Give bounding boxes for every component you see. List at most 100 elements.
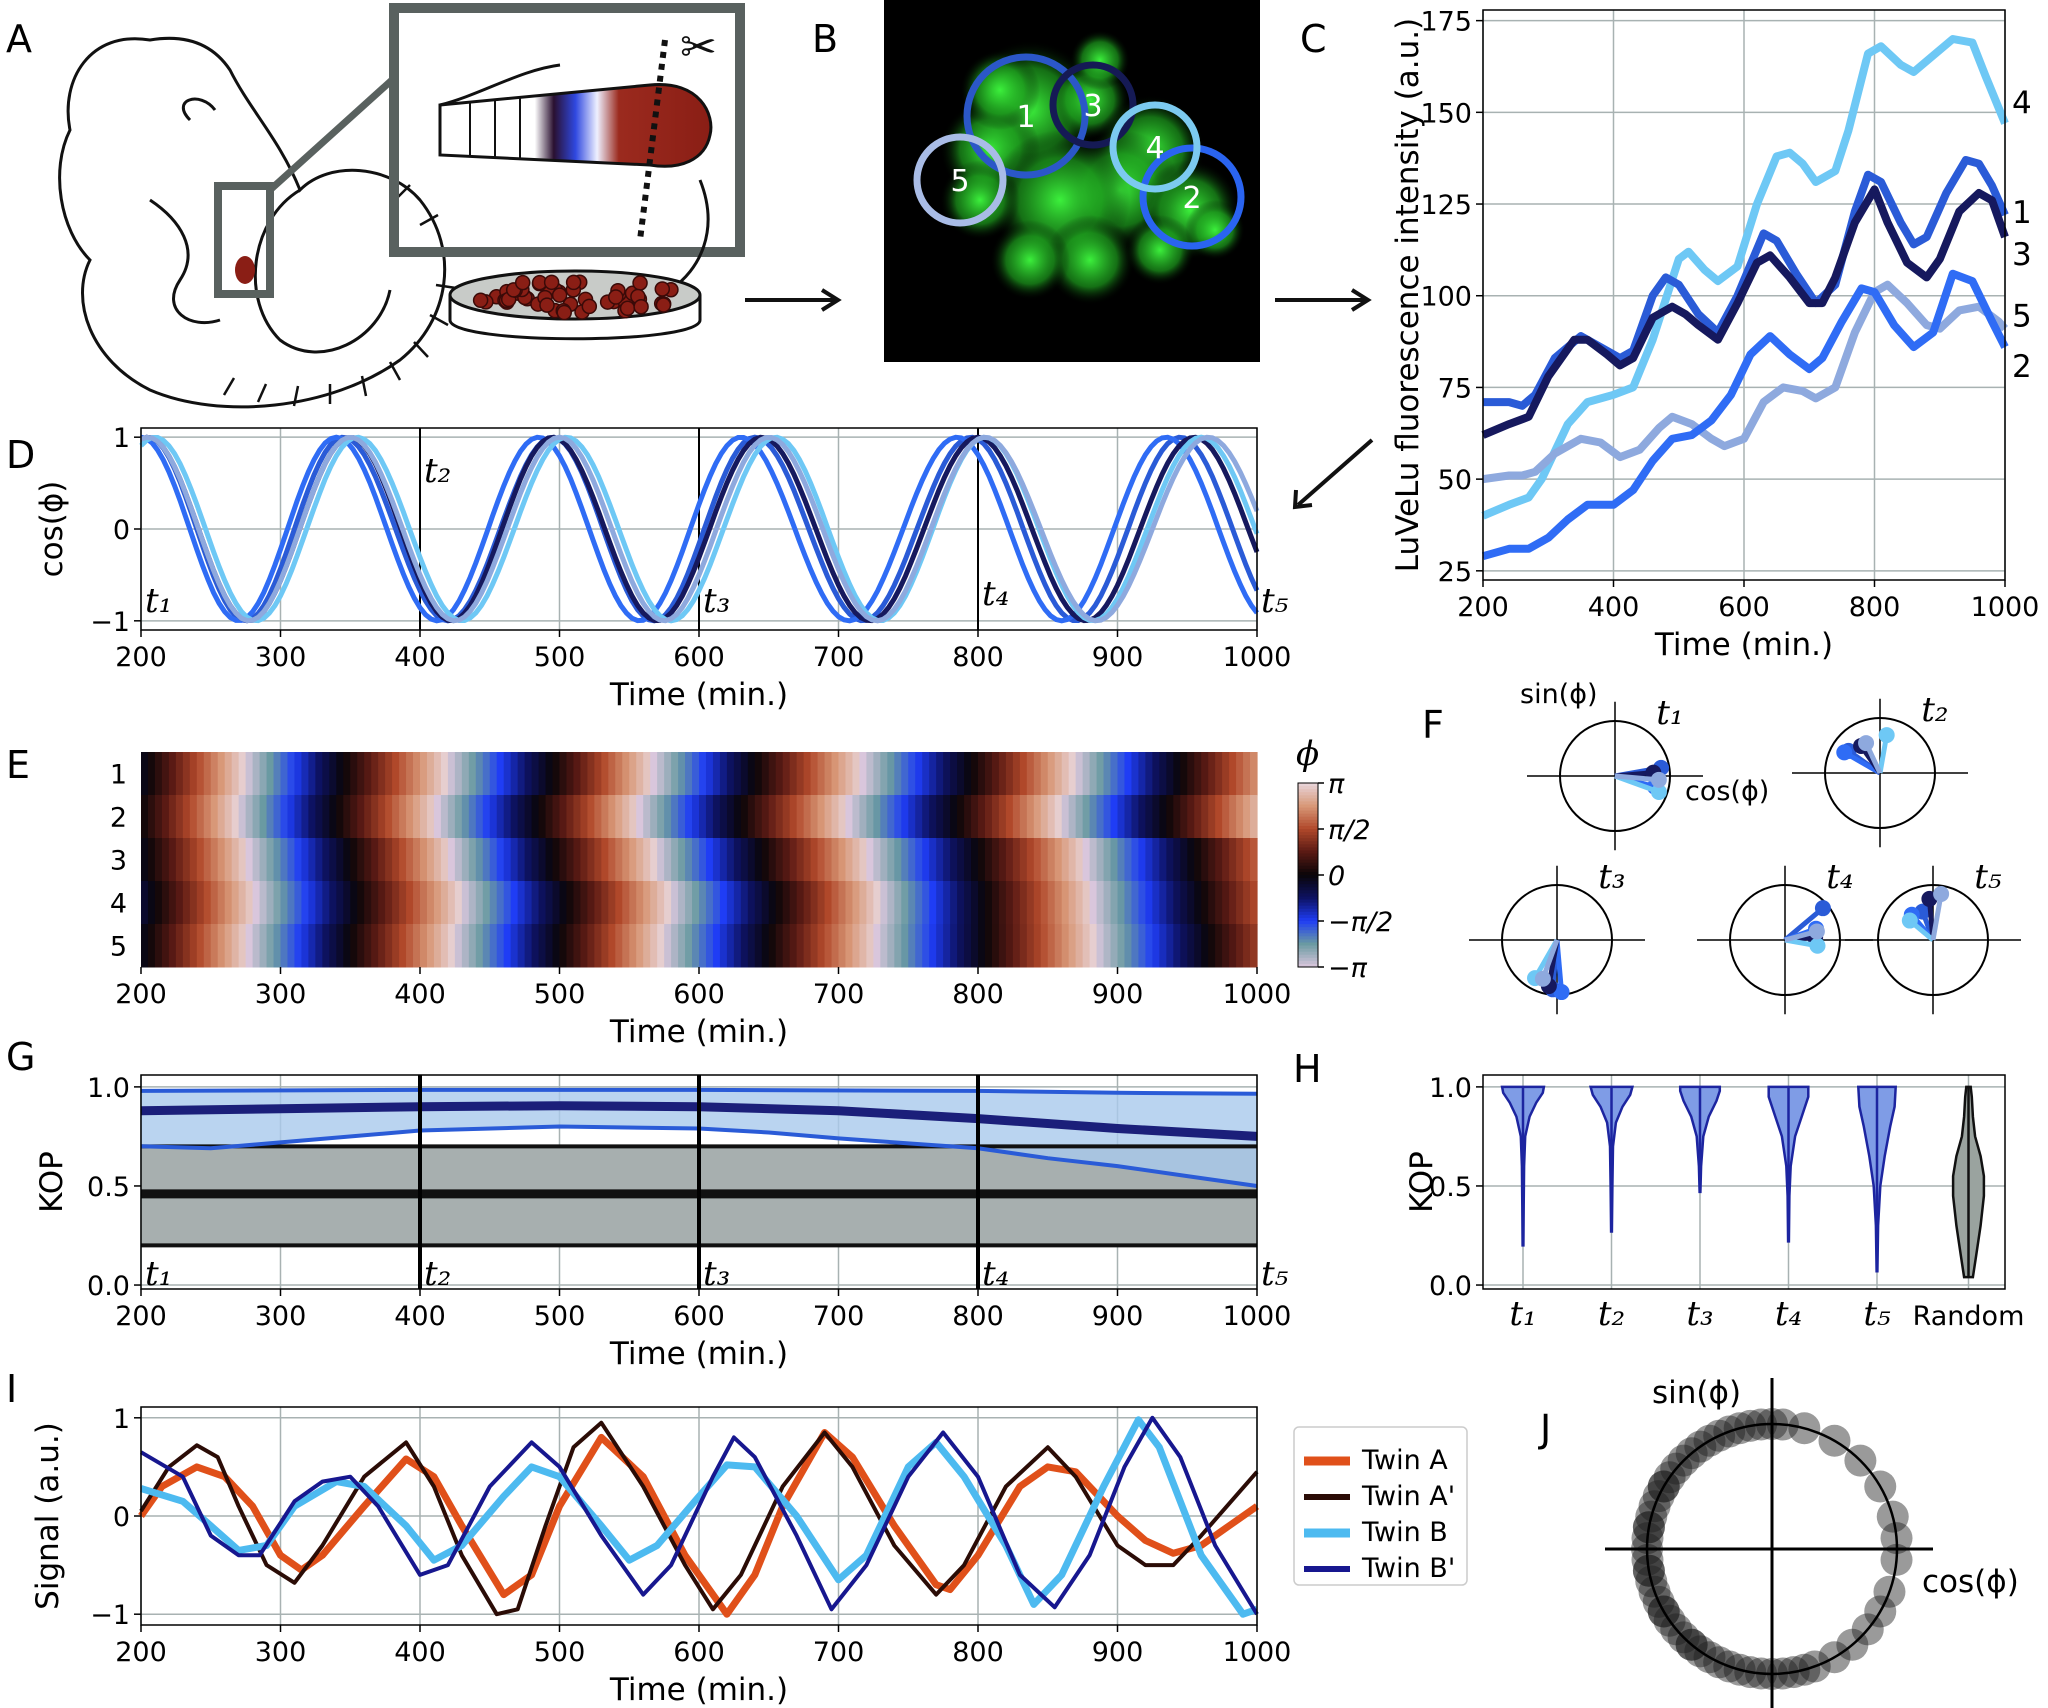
heatmap-cell — [559, 881, 568, 925]
series-label-2: 2 — [2012, 349, 2032, 385]
embryo-tail-icon — [253, 188, 392, 354]
heatmap-cell — [622, 752, 630, 796]
heatmap-cell — [971, 924, 979, 968]
heatmap-cell — [252, 924, 261, 968]
heatmap-cell — [433, 752, 442, 796]
heatmap-cell — [447, 838, 456, 882]
heatmap-cell — [1250, 881, 1258, 925]
heatmap-cell — [413, 881, 421, 925]
category-label: t₂ — [1598, 1294, 1625, 1334]
heatmap-cell — [503, 924, 512, 968]
heatmap-cell — [252, 881, 261, 925]
heatmap-cell — [978, 881, 986, 925]
heatmap-cell — [803, 752, 812, 796]
heatmap-cell — [385, 795, 393, 839]
heatmap-cell — [426, 924, 435, 968]
heatmap-cell — [426, 752, 435, 796]
heatmap-cell — [1173, 881, 1181, 925]
heatmap-cell — [1250, 838, 1258, 882]
heatmap-cell — [1019, 752, 1028, 796]
heatmap-cell — [622, 924, 630, 968]
heatmap-cell — [454, 838, 463, 882]
y-tick-label: 0 — [113, 515, 130, 546]
x-tick-label: 900 — [1092, 1301, 1144, 1332]
heatmap-cell — [378, 795, 386, 839]
heatmap-cell — [538, 838, 547, 882]
heatmap-cell — [1089, 881, 1098, 925]
heatmap-cell — [664, 795, 672, 839]
heatmap-cell — [420, 924, 428, 968]
row-label-1: 1 — [110, 760, 127, 791]
heatmap-cell — [322, 924, 330, 968]
colorbar-cell — [1298, 927, 1318, 931]
heatmap-cell — [489, 795, 498, 839]
heatmap-cell — [475, 838, 484, 882]
heatmap-cell — [308, 924, 316, 968]
heatmap-cell — [461, 752, 470, 796]
x-tick-label: 200 — [115, 1637, 167, 1668]
heatmap-cell — [454, 924, 463, 968]
heatmap-cell — [915, 924, 923, 968]
heatmap-cell — [957, 752, 965, 796]
heatmap-cell — [301, 752, 309, 796]
legend-label: Twin A — [1361, 1445, 1448, 1476]
heatmap-cell — [1152, 752, 1160, 796]
heatmap-cell — [1201, 924, 1209, 968]
heatmap-cell — [719, 752, 728, 796]
heatmap-cell — [671, 924, 679, 968]
heatmap-cell — [650, 838, 658, 882]
heatmap-cell — [580, 881, 588, 925]
heatmap-cell — [984, 795, 993, 839]
y-tick-label: 1.0 — [87, 1073, 130, 1104]
heatmap-cell — [950, 795, 958, 839]
heatmap-cell — [594, 752, 602, 796]
heatmap-cell — [733, 838, 742, 882]
heatmap-cell — [245, 924, 254, 968]
colorbar-cell — [1298, 954, 1318, 959]
x-tick-label: 500 — [534, 1637, 586, 1668]
heatmap-cell — [231, 881, 240, 925]
heatmap-cell — [413, 752, 421, 796]
heatmap-cell — [552, 924, 561, 968]
heatmap-cell — [1082, 838, 1091, 882]
series-line — [139, 1415, 1259, 1616]
heatmap-cell — [1082, 881, 1091, 925]
fluorescence-image: 1 2 3 4 5 — [884, 0, 1260, 362]
heatmap-cell — [1103, 752, 1112, 796]
heatmap-cell — [203, 752, 212, 796]
heatmap-cell — [203, 795, 212, 839]
heatmap-cell — [503, 881, 512, 925]
heatmap-cell — [664, 924, 672, 968]
heatmap-cell — [315, 752, 323, 796]
x-tick-label: 900 — [1092, 979, 1144, 1010]
heatmap-cell — [580, 838, 588, 882]
heatmap-cell — [440, 795, 449, 839]
heatmap-cell — [789, 752, 798, 796]
heatmap-cell — [712, 752, 721, 796]
heatmap-cell — [280, 881, 289, 925]
heatmap-cell — [943, 752, 951, 796]
heatmap-cell — [440, 752, 449, 796]
heatmap-cell — [266, 838, 275, 882]
heatmap-cell — [657, 924, 665, 968]
heatmap-cell — [712, 795, 721, 839]
heatmap-cell — [657, 838, 665, 882]
heatmap-cell — [782, 838, 791, 882]
arrow-c-to-d-icon — [1296, 438, 1374, 507]
heatmap-cell — [964, 838, 972, 882]
tail-tissue-icon — [235, 256, 255, 284]
heatmap-cell — [1215, 924, 1223, 968]
heatmap-cell — [1173, 795, 1181, 839]
psm-tissue-icon — [438, 83, 713, 168]
heatmap-cell — [950, 881, 958, 925]
series-label-1: 1 — [2012, 195, 2032, 231]
heatmap-cell — [454, 752, 463, 796]
heatmap-cell — [887, 752, 895, 796]
heatmap-cell — [1215, 752, 1223, 796]
heatmap-cell — [1047, 795, 1056, 839]
heatmap-cell — [1159, 838, 1167, 882]
heatmap-cell — [1201, 838, 1209, 882]
heatmap-cell — [517, 752, 526, 796]
heatmap-cell — [468, 924, 477, 968]
heatmap-cell — [664, 881, 672, 925]
